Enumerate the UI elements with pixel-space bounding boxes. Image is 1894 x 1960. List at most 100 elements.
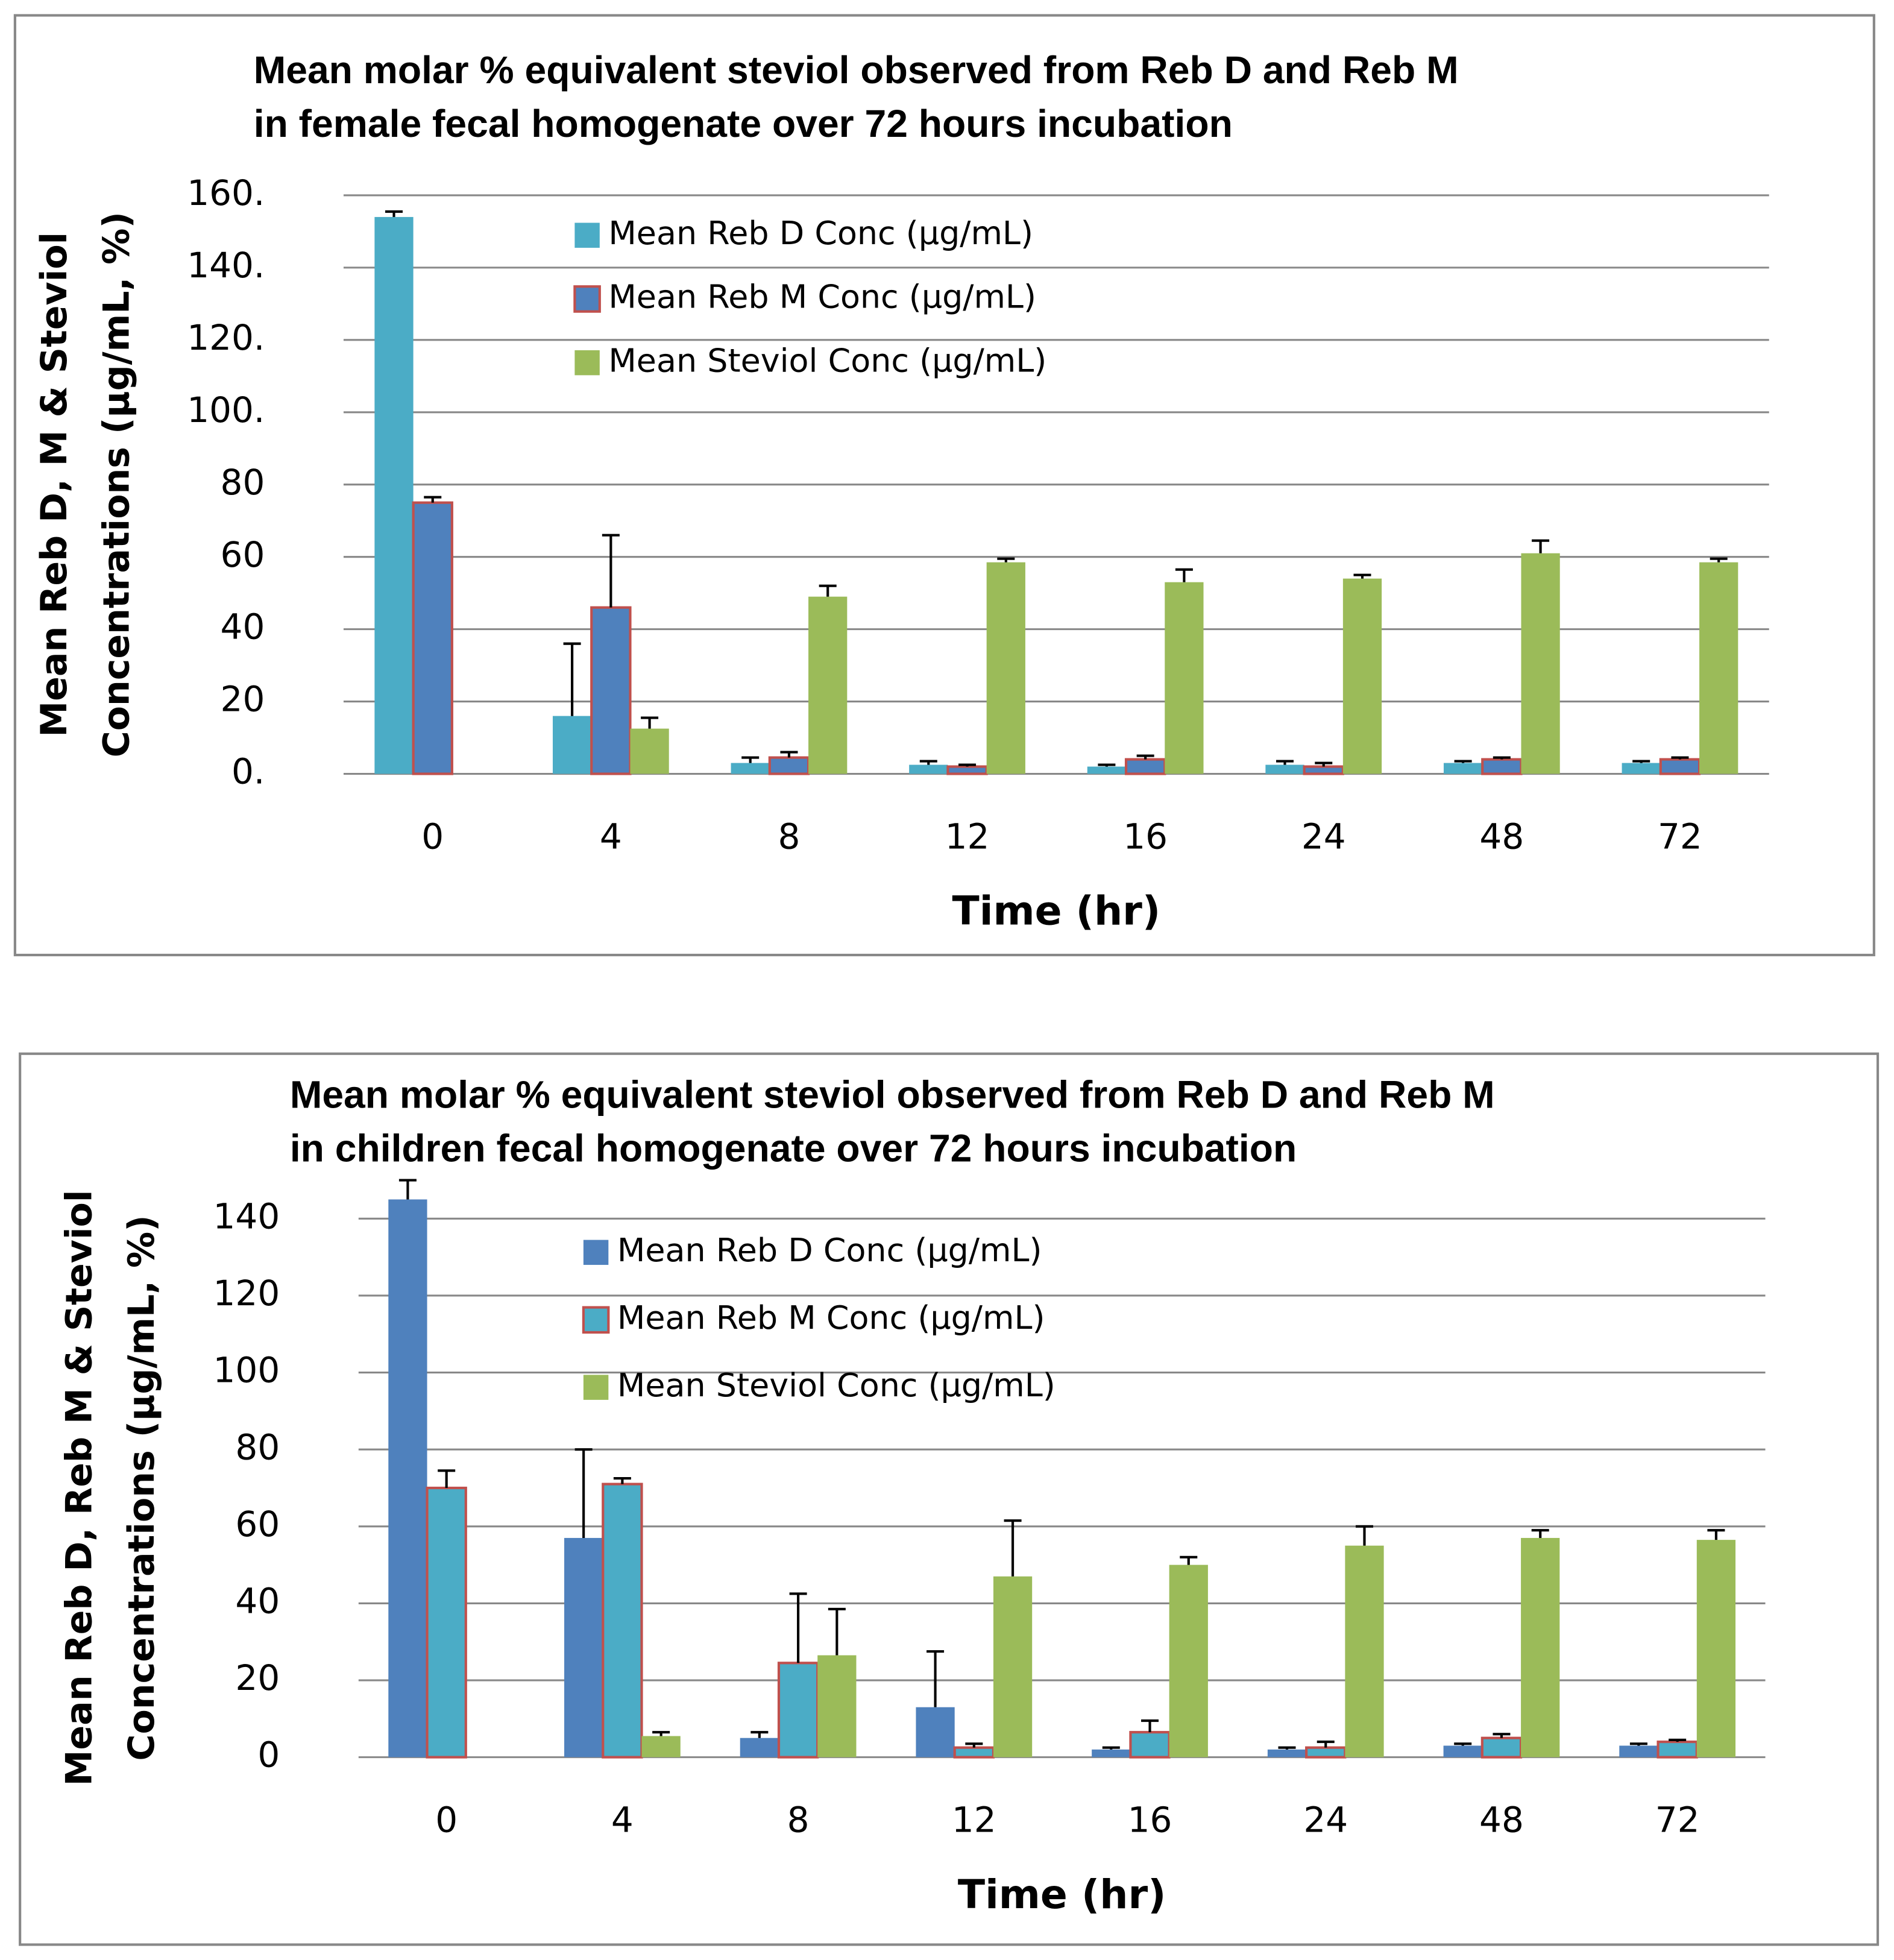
x-tick-label: 4: [600, 816, 622, 857]
error-bar: [602, 534, 620, 608]
y-axis-label: Mean Reb D, Reb M & Steviol: [58, 1190, 100, 1786]
y-tick-label: 100.: [187, 389, 265, 430]
bar: [630, 728, 669, 774]
x-tick-label: 8: [787, 1800, 810, 1841]
y-tick-label: 100: [213, 1350, 280, 1391]
bar: [740, 1738, 779, 1757]
y-tick-label: 20: [235, 1657, 280, 1698]
y-axis-label: Concentrations (µg/mL, %): [121, 1215, 163, 1760]
bar: [602, 1483, 643, 1759]
bar: [1303, 765, 1344, 775]
bar: [1265, 764, 1304, 774]
error-bar: [750, 1731, 769, 1738]
error-bar: [958, 763, 977, 767]
bar: [731, 763, 770, 774]
legend-swatch: [574, 350, 600, 376]
error-bar: [780, 751, 798, 758]
y-tick-label: 140: [213, 1196, 280, 1237]
x-tick-label: 8: [778, 816, 800, 857]
bar: [777, 1662, 819, 1759]
bar: [1443, 763, 1483, 774]
error-bar: [1004, 1519, 1022, 1577]
bar: [412, 501, 453, 775]
x-tick-label: 4: [611, 1800, 634, 1841]
error-bar: [1710, 557, 1728, 562]
bar: [641, 1736, 681, 1757]
error-bar: [741, 756, 760, 763]
y-tick-label: 80: [235, 1426, 280, 1467]
legend-swatch: [583, 1375, 609, 1400]
bar: [1092, 1749, 1131, 1757]
bar: [953, 1746, 995, 1759]
x-tick-label: 72: [1658, 816, 1702, 857]
error-bar: [1278, 1746, 1296, 1750]
error-bar: [1180, 1555, 1198, 1565]
legend-swatch: [574, 222, 600, 248]
bar: [1087, 766, 1127, 774]
bar: [1345, 1545, 1384, 1757]
error-bar: [1317, 1741, 1335, 1748]
bar: [1443, 1745, 1482, 1757]
legend-label: Mean Steviol Conc (µg/mL): [608, 341, 1046, 379]
bar: [1521, 1537, 1560, 1757]
chart-title: in female fecal homogenate over 72 hours…: [254, 102, 1233, 145]
y-axis-label: Concentrations (µg/mL, %): [95, 212, 137, 757]
error-bar: [1707, 1529, 1725, 1540]
legend-label: Mean Reb M Conc (µg/mL): [608, 278, 1036, 316]
x-axis-label: Time (hr): [952, 887, 1161, 934]
y-axis-label: Mean Reb D, M & Steviol: [33, 232, 75, 737]
error-bar: [1532, 539, 1550, 553]
error-bar: [997, 557, 1015, 562]
y-tick-label: 140.: [187, 245, 265, 286]
x-tick-label: 24: [1303, 1800, 1348, 1841]
error-bar: [563, 642, 581, 716]
error-bar: [1493, 1733, 1511, 1738]
bar: [909, 764, 948, 774]
bar: [808, 596, 848, 774]
bar: [946, 765, 988, 775]
error-bar: [1175, 568, 1193, 582]
error-bar: [965, 1742, 983, 1748]
error-bar: [1669, 1738, 1687, 1742]
error-bar: [424, 496, 442, 503]
x-tick-label: 48: [1479, 816, 1524, 857]
x-tick-label: 48: [1479, 1800, 1524, 1841]
bar: [986, 562, 1025, 774]
error-bar: [385, 210, 403, 217]
error-bar: [1531, 1529, 1549, 1538]
bar: [388, 1199, 427, 1757]
x-tick-label: 12: [952, 1800, 996, 1841]
x-axis-label: Time (hr): [958, 1871, 1166, 1918]
y-tick-label: 160.: [187, 172, 265, 213]
y-tick-label: 0.: [231, 751, 265, 792]
error-bar: [919, 760, 937, 765]
bar: [1267, 1749, 1307, 1757]
error-bar: [1671, 756, 1689, 760]
error-bar: [819, 584, 837, 597]
x-tick-label: 12: [945, 816, 990, 857]
y-tick-label: 120.: [187, 317, 265, 358]
error-bar: [1493, 756, 1511, 760]
bar: [1124, 758, 1166, 775]
error-bar: [398, 1179, 417, 1200]
y-tick-label: 80: [221, 462, 265, 503]
y-tick-label: 0: [257, 1735, 280, 1776]
bar: [1619, 1745, 1658, 1757]
bar: [590, 606, 632, 775]
error-bar: [1102, 1746, 1120, 1750]
legend-swatch: [583, 1240, 609, 1265]
bar: [1699, 562, 1738, 774]
bar: [426, 1486, 467, 1759]
legend-label: Mean Reb M Conc (µg/mL): [617, 1299, 1045, 1337]
error-bar: [1136, 754, 1154, 760]
x-tick-label: 72: [1655, 1800, 1700, 1841]
bar: [1342, 578, 1382, 774]
bar: [1696, 1540, 1736, 1757]
bar: [1481, 758, 1523, 775]
bar: [993, 1576, 1033, 1757]
error-bar: [1098, 763, 1116, 767]
bar: [817, 1655, 857, 1757]
y-tick-label: 40: [235, 1581, 280, 1622]
x-tick-label: 0: [435, 1800, 458, 1841]
